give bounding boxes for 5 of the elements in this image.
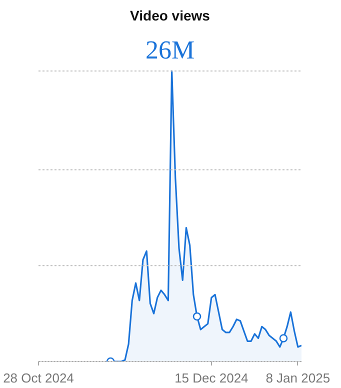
chart-title: Video views — [130, 8, 210, 24]
x-tick-label: 28 Oct 2024 — [3, 370, 74, 386]
chart-subtitle: 26M — [145, 36, 195, 64]
x-tick-label: 8 Jan 2025 — [266, 370, 330, 386]
x-tick-label: 15 Dec 2024 — [174, 370, 248, 386]
